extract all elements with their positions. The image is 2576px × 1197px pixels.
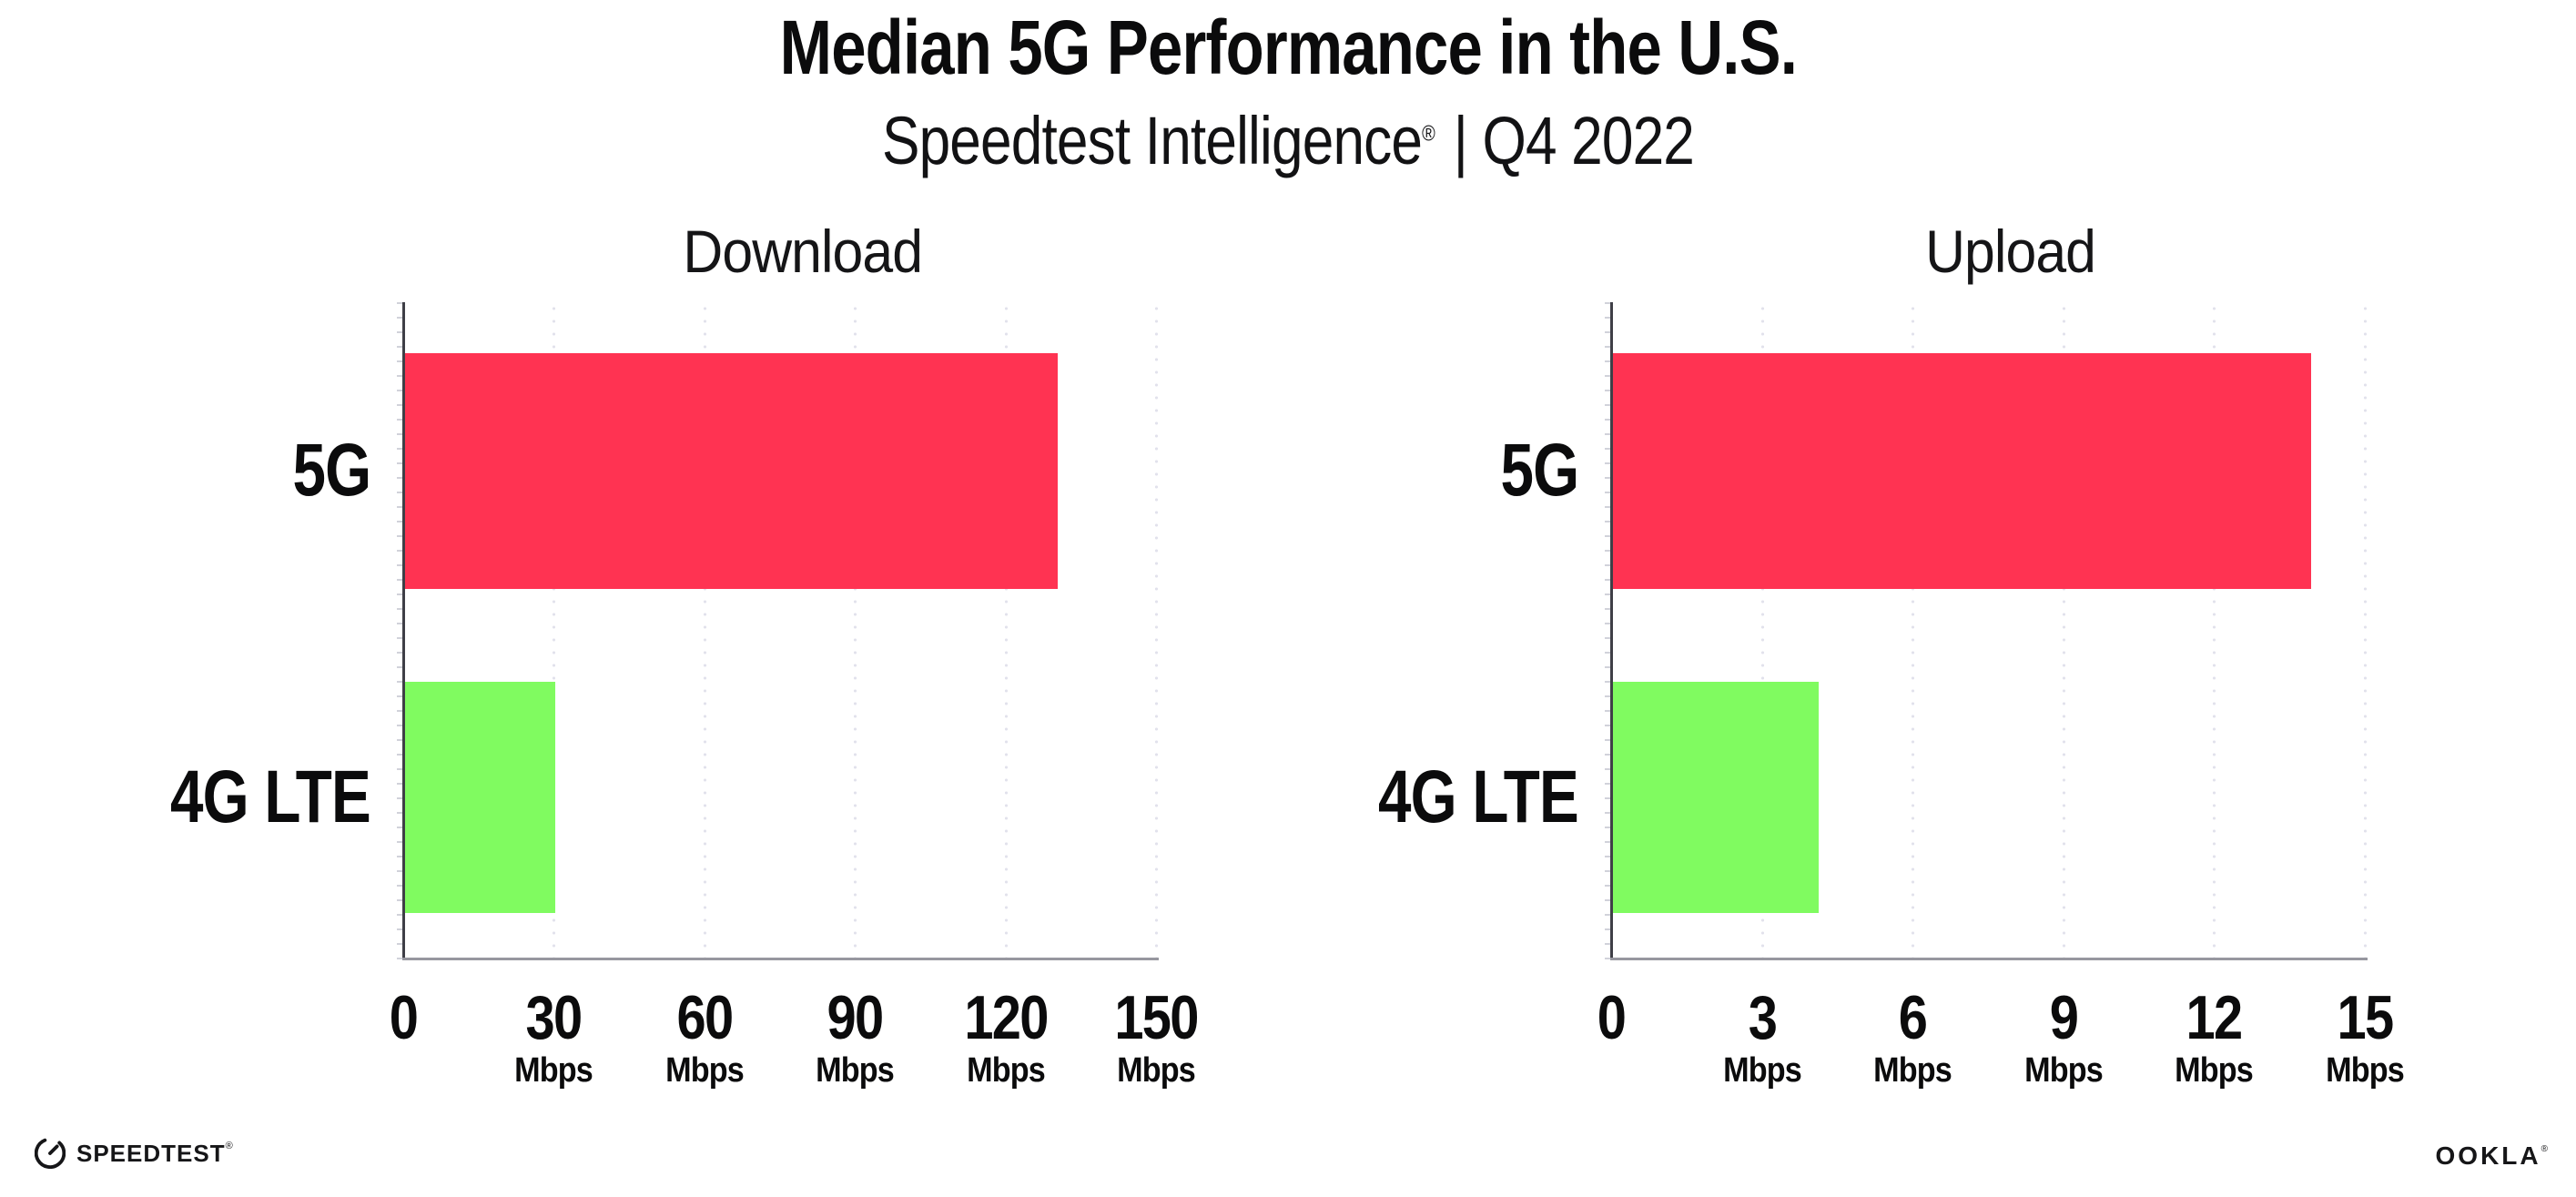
x-tick-unit: Mbps xyxy=(1117,1050,1196,1090)
category-label-5g: 5G xyxy=(292,428,371,512)
gridline-120 xyxy=(1004,302,1008,959)
x-tick-label-3: 3 Mbps xyxy=(1719,983,1805,1090)
x-tick-unit: Mbps xyxy=(664,1050,745,1090)
x-tick-value: 9 xyxy=(2049,983,2079,1052)
upload-bar-4g-lte xyxy=(1613,681,1820,913)
x-tick-value: 60 xyxy=(676,983,734,1052)
x-tick-value: 6 xyxy=(1898,983,1928,1052)
speedtest-wordmark: SPEEDTEST® xyxy=(76,1140,234,1167)
x-tick-label-60: 60 Mbps xyxy=(661,983,747,1090)
category-label-4g-lte: 4G LTE xyxy=(170,755,371,838)
x-tick-value: 15 xyxy=(2337,983,2395,1052)
download-chart-plot: 0 30 Mbps 60 Mbps 90 Mbps 120 Mbps 150 Mbps 5G 4G LT… xyxy=(170,302,1199,1088)
y-axis-minor-ticks xyxy=(397,302,402,959)
upload-chart-plot: 0 3 Mbps 6 Mbps 9 Mbps 12 Mbps 15 Mbps 5G 4G LTE xyxy=(1378,302,2405,1088)
x-axis-line xyxy=(402,958,1159,960)
x-tick-label-12: 12 Mbps xyxy=(2171,983,2257,1090)
download-bar-4g-lte xyxy=(405,681,556,913)
page-subtitle: Speedtest Intelligence® | Q4 2022 xyxy=(0,107,2576,175)
x-tick-unit: Mbps xyxy=(2326,1050,2405,1090)
download-bar-5g xyxy=(405,352,1058,589)
gridline-30 xyxy=(553,302,556,959)
gridline-3 xyxy=(1760,302,1764,959)
x-tick-value: 90 xyxy=(827,983,885,1052)
registered-mark-icon: ® xyxy=(1422,122,1435,147)
y-axis-minor-ticks xyxy=(1605,302,1610,959)
x-tick-unit: Mbps xyxy=(816,1050,895,1090)
x-tick-value: 150 xyxy=(1114,983,1199,1052)
x-tick-unit: Mbps xyxy=(1873,1050,1952,1090)
x-tick-unit: Mbps xyxy=(966,1050,1046,1090)
gridline-6 xyxy=(1912,302,1915,959)
x-tick-label-150: 150 Mbps xyxy=(1107,983,1204,1090)
gridline-60 xyxy=(703,302,706,959)
gridline-15 xyxy=(2364,302,2367,959)
x-tick-value: 0 xyxy=(389,983,419,1052)
x-tick-label-0: 0 xyxy=(387,983,420,1052)
x-axis-line xyxy=(1610,958,2368,960)
x-tick-value: 12 xyxy=(2186,983,2244,1052)
x-tick-label-30: 30 Mbps xyxy=(511,983,597,1090)
category-label-4g-lte: 4G LTE xyxy=(1378,755,1579,838)
upload-bar-5g xyxy=(1613,352,2312,589)
gridline-9 xyxy=(2062,302,2065,959)
x-tick-label-90: 90 Mbps xyxy=(812,983,898,1090)
download-chart-title: Download xyxy=(683,218,923,285)
subtitle-period: | Q4 2022 xyxy=(1453,103,1695,178)
ookla-logo: OOKLA® xyxy=(2436,1143,2551,1169)
speedtest-gauge-icon xyxy=(35,1138,66,1169)
ookla-wordmark: OOKLA® xyxy=(2435,1141,2551,1170)
y-axis-line xyxy=(402,302,405,959)
y-axis-line xyxy=(1610,302,1613,959)
x-tick-value: 120 xyxy=(963,983,1049,1052)
category-label-5g: 5G xyxy=(1500,428,1579,512)
x-tick-unit: Mbps xyxy=(2175,1050,2255,1090)
ookla-trademark-icon: ® xyxy=(2541,1144,2551,1154)
x-tick-label-9: 9 Mbps xyxy=(2020,983,2106,1090)
x-tick-value: 0 xyxy=(1597,983,1627,1052)
subtitle-brand: Speedtest Intelligence xyxy=(881,103,1423,178)
x-tick-label-120: 120 Mbps xyxy=(957,983,1054,1090)
gridline-150 xyxy=(1155,302,1158,959)
speedtest-logo: SPEEDTEST® xyxy=(35,1138,234,1169)
x-tick-label-15: 15 Mbps xyxy=(2321,983,2408,1090)
x-tick-unit: Mbps xyxy=(1722,1050,1802,1090)
gridline-12 xyxy=(2213,302,2216,959)
x-tick-label-0: 0 xyxy=(1595,983,1628,1052)
x-tick-label-6: 6 Mbps xyxy=(1870,983,1956,1090)
x-tick-unit: Mbps xyxy=(2023,1050,2104,1090)
x-tick-value: 3 xyxy=(1748,983,1777,1052)
header: Median 5G Performance in the U.S. Speedt… xyxy=(0,0,2576,175)
gridline-90 xyxy=(854,302,857,959)
upload-chart-title: Upload xyxy=(1925,218,2097,285)
x-tick-unit: Mbps xyxy=(514,1050,594,1090)
x-tick-value: 30 xyxy=(525,983,583,1052)
speedtest-trademark-icon: ® xyxy=(225,1141,234,1151)
page-title: Median 5G Performance in the U.S. xyxy=(779,5,1797,90)
